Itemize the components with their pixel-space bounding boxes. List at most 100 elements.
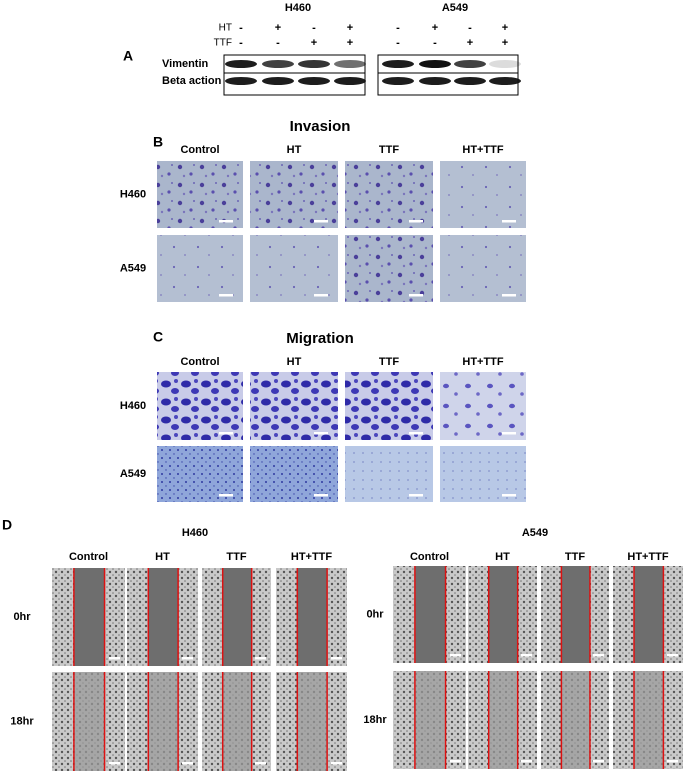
micrograph — [250, 161, 338, 228]
column-label: HT+TTF — [291, 551, 333, 563]
scale-bar — [219, 432, 233, 435]
micrograph — [157, 372, 243, 440]
column-label: HT — [287, 144, 302, 156]
scale-bar — [219, 220, 233, 223]
micrograph — [157, 235, 243, 302]
scale-bar — [314, 494, 328, 497]
micrograph — [157, 446, 243, 502]
sign: - — [276, 37, 280, 49]
sign: + — [502, 37, 508, 49]
scale-bar — [502, 494, 516, 497]
blot-band — [489, 60, 521, 68]
scale-bar — [219, 294, 233, 297]
cell-line-label: H460 — [285, 2, 311, 14]
wound-gap — [634, 671, 664, 769]
blot-band — [262, 60, 294, 68]
column-label: TTF — [565, 551, 585, 563]
column-label: Control — [69, 551, 108, 563]
scale-bar — [593, 654, 604, 657]
blot-band — [454, 60, 486, 68]
column-label: TTF — [379, 356, 399, 368]
group-title: A549 — [522, 527, 548, 539]
scale-bar — [255, 762, 266, 765]
column-label: TTF — [379, 144, 399, 156]
blot-band — [419, 77, 451, 85]
blot-band — [262, 77, 294, 85]
scale-bar — [409, 220, 423, 223]
scale-bar — [314, 294, 328, 297]
scale-bar — [331, 762, 342, 765]
wound-gap — [414, 671, 446, 769]
panel-label: C — [153, 329, 163, 345]
blot-band — [489, 77, 521, 85]
column-label: HT+TTF — [462, 356, 504, 368]
wound-gap — [634, 566, 664, 663]
scale-bar — [109, 657, 120, 660]
sign: + — [311, 37, 317, 49]
micrograph — [440, 161, 526, 228]
sign: - — [239, 37, 243, 49]
sign: - — [396, 22, 400, 34]
column-label: Control — [410, 551, 449, 563]
blot-band — [419, 60, 451, 68]
panel-label: B — [153, 134, 163, 150]
cell-line-label: A549 — [442, 2, 468, 14]
scale-bar — [331, 657, 342, 660]
micrograph — [440, 446, 526, 502]
sign: - — [312, 22, 316, 34]
column-label: HT — [495, 551, 510, 563]
row-label: A549 — [120, 468, 146, 480]
row-label: 18hr — [10, 715, 34, 727]
scale-bar — [409, 494, 423, 497]
sign: - — [468, 22, 472, 34]
blot-band — [334, 77, 366, 85]
wound-gap — [488, 566, 518, 663]
row-label: H460 — [120, 188, 146, 200]
wound-gap — [297, 568, 328, 666]
scale-bar — [667, 760, 678, 763]
column-label: HT+TTF — [627, 551, 669, 563]
wound-gap — [222, 672, 252, 771]
scale-bar — [521, 654, 532, 657]
blot-band — [382, 77, 414, 85]
scale-bar — [593, 760, 604, 763]
wound-gap — [297, 672, 328, 771]
scale-bar — [255, 657, 266, 660]
column-label: Control — [180, 144, 219, 156]
sign: + — [432, 22, 438, 34]
micrograph — [345, 235, 433, 302]
sign: - — [396, 37, 400, 49]
scale-bar — [182, 762, 193, 765]
wound-gap — [561, 671, 590, 769]
panel-label: D — [2, 517, 12, 533]
column-label: TTF — [226, 551, 246, 563]
micrograph — [157, 161, 243, 228]
scale-bar — [450, 654, 461, 657]
wound-gap — [414, 566, 446, 663]
scale-bar — [409, 432, 423, 435]
treatment-label: HT — [219, 23, 232, 34]
micrograph — [345, 446, 433, 502]
micrograph — [250, 372, 338, 440]
sign: + — [347, 22, 353, 34]
scale-bar — [521, 760, 532, 763]
row-label: 0hr — [366, 608, 384, 620]
scale-bar — [502, 220, 516, 223]
blot-label: Beta action — [162, 75, 222, 87]
panel-title: Invasion — [290, 118, 351, 135]
row-label: 18hr — [363, 714, 387, 726]
column-label: HT — [287, 356, 302, 368]
blot-band — [454, 77, 486, 85]
panel-label: A — [123, 48, 133, 64]
wound-gap — [148, 672, 179, 771]
scale-bar — [450, 760, 461, 763]
blot-band — [298, 77, 330, 85]
scale-bar — [109, 762, 120, 765]
row-label: 0hr — [13, 611, 31, 623]
micrograph — [250, 446, 338, 502]
column-label: HT — [155, 551, 170, 563]
blot-band — [225, 60, 257, 68]
micrograph — [345, 161, 433, 228]
panel-title: Migration — [286, 330, 354, 347]
treatment-label: TTF — [214, 38, 232, 49]
